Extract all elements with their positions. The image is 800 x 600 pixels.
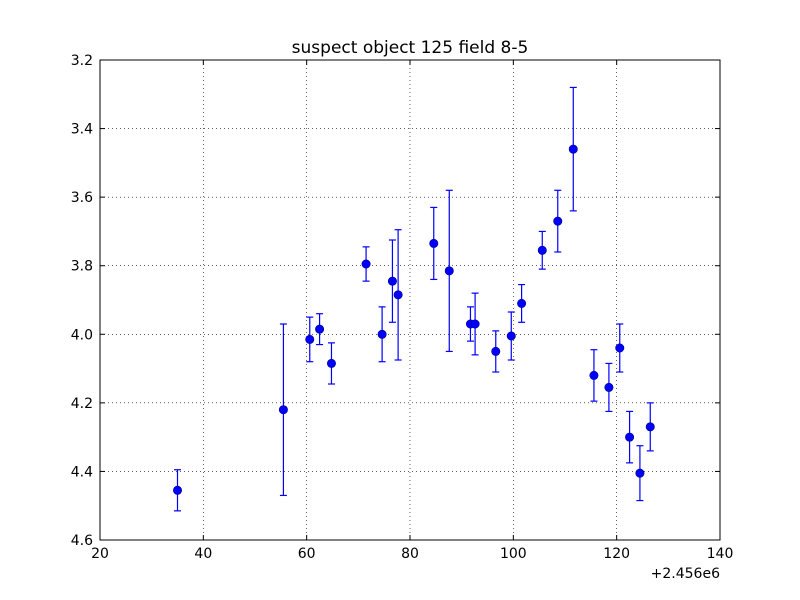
data-point-group [361, 246, 371, 282]
data-point-group [470, 292, 480, 356]
data-point-group [444, 189, 454, 353]
data-point [429, 238, 439, 248]
data-point [393, 290, 403, 300]
x-tick-label: 100 [500, 546, 527, 562]
data-point-group [625, 410, 635, 464]
y-tick-label: 3.4 [71, 122, 93, 138]
data-point-group [173, 469, 183, 512]
y-tick-label: 4.4 [71, 464, 93, 480]
data-point [278, 405, 288, 415]
data-point-group [553, 189, 563, 253]
data-point-group [517, 283, 527, 323]
data-point [568, 144, 578, 154]
data-point [635, 468, 645, 478]
data-point-group [305, 316, 315, 363]
data-point [361, 259, 371, 269]
y-tick-label: 3.2 [71, 53, 93, 69]
y-tick-label: 3.6 [71, 190, 93, 206]
data-point-group [491, 330, 501, 373]
data-point [444, 266, 454, 276]
data-point-group [326, 342, 336, 385]
data-point-group [387, 239, 397, 323]
data-point-group [635, 445, 645, 502]
data-point-group [278, 323, 288, 497]
x-tick-label: 140 [707, 546, 734, 562]
data-point-group [393, 229, 403, 361]
data-point-group [537, 230, 547, 270]
data-point-group [429, 206, 439, 281]
data-point [315, 324, 325, 334]
data-point [470, 319, 480, 329]
data-point [377, 329, 387, 339]
data-point [615, 343, 625, 353]
data-point [305, 334, 315, 344]
data-point-group [315, 313, 325, 346]
y-tick-label: 3.8 [71, 259, 93, 275]
data-point-group [604, 362, 614, 413]
data-point-group [589, 349, 599, 402]
x-tick-label: 80 [401, 546, 419, 562]
data-point-group [645, 402, 655, 452]
data-point [553, 216, 563, 226]
data-point-group [568, 86, 578, 212]
y-tick-label: 4.6 [71, 533, 93, 549]
data-point [589, 370, 599, 380]
data-layer [173, 86, 655, 512]
x-tick-label: 40 [194, 546, 212, 562]
data-point [604, 382, 614, 392]
data-point [517, 298, 527, 308]
x-offset-label: +2.456e6 [651, 566, 720, 582]
x-tick-label: 20 [91, 546, 109, 562]
data-point-group [377, 306, 387, 363]
data-point [645, 422, 655, 432]
data-point [537, 245, 547, 255]
data-point [491, 346, 501, 356]
data-point [625, 432, 635, 442]
grid-layer [100, 60, 720, 540]
data-point [506, 331, 516, 341]
x-tick-label: 120 [603, 546, 630, 562]
data-point [326, 358, 336, 368]
data-point-group [615, 323, 625, 373]
y-tick-label: 4.0 [71, 327, 93, 343]
data-point [173, 485, 183, 495]
data-point [387, 276, 397, 286]
data-point-group [506, 311, 516, 361]
chart-title: suspect object 125 field 8-5 [292, 38, 529, 58]
y-tick-label: 4.2 [71, 396, 93, 412]
tick-layer: 20 40 60 80 100 120 140 3.2 3.4 3.6 3.8 4.0 4.2 4.4 4.… [71, 53, 734, 562]
x-tick-label: 60 [298, 546, 316, 562]
